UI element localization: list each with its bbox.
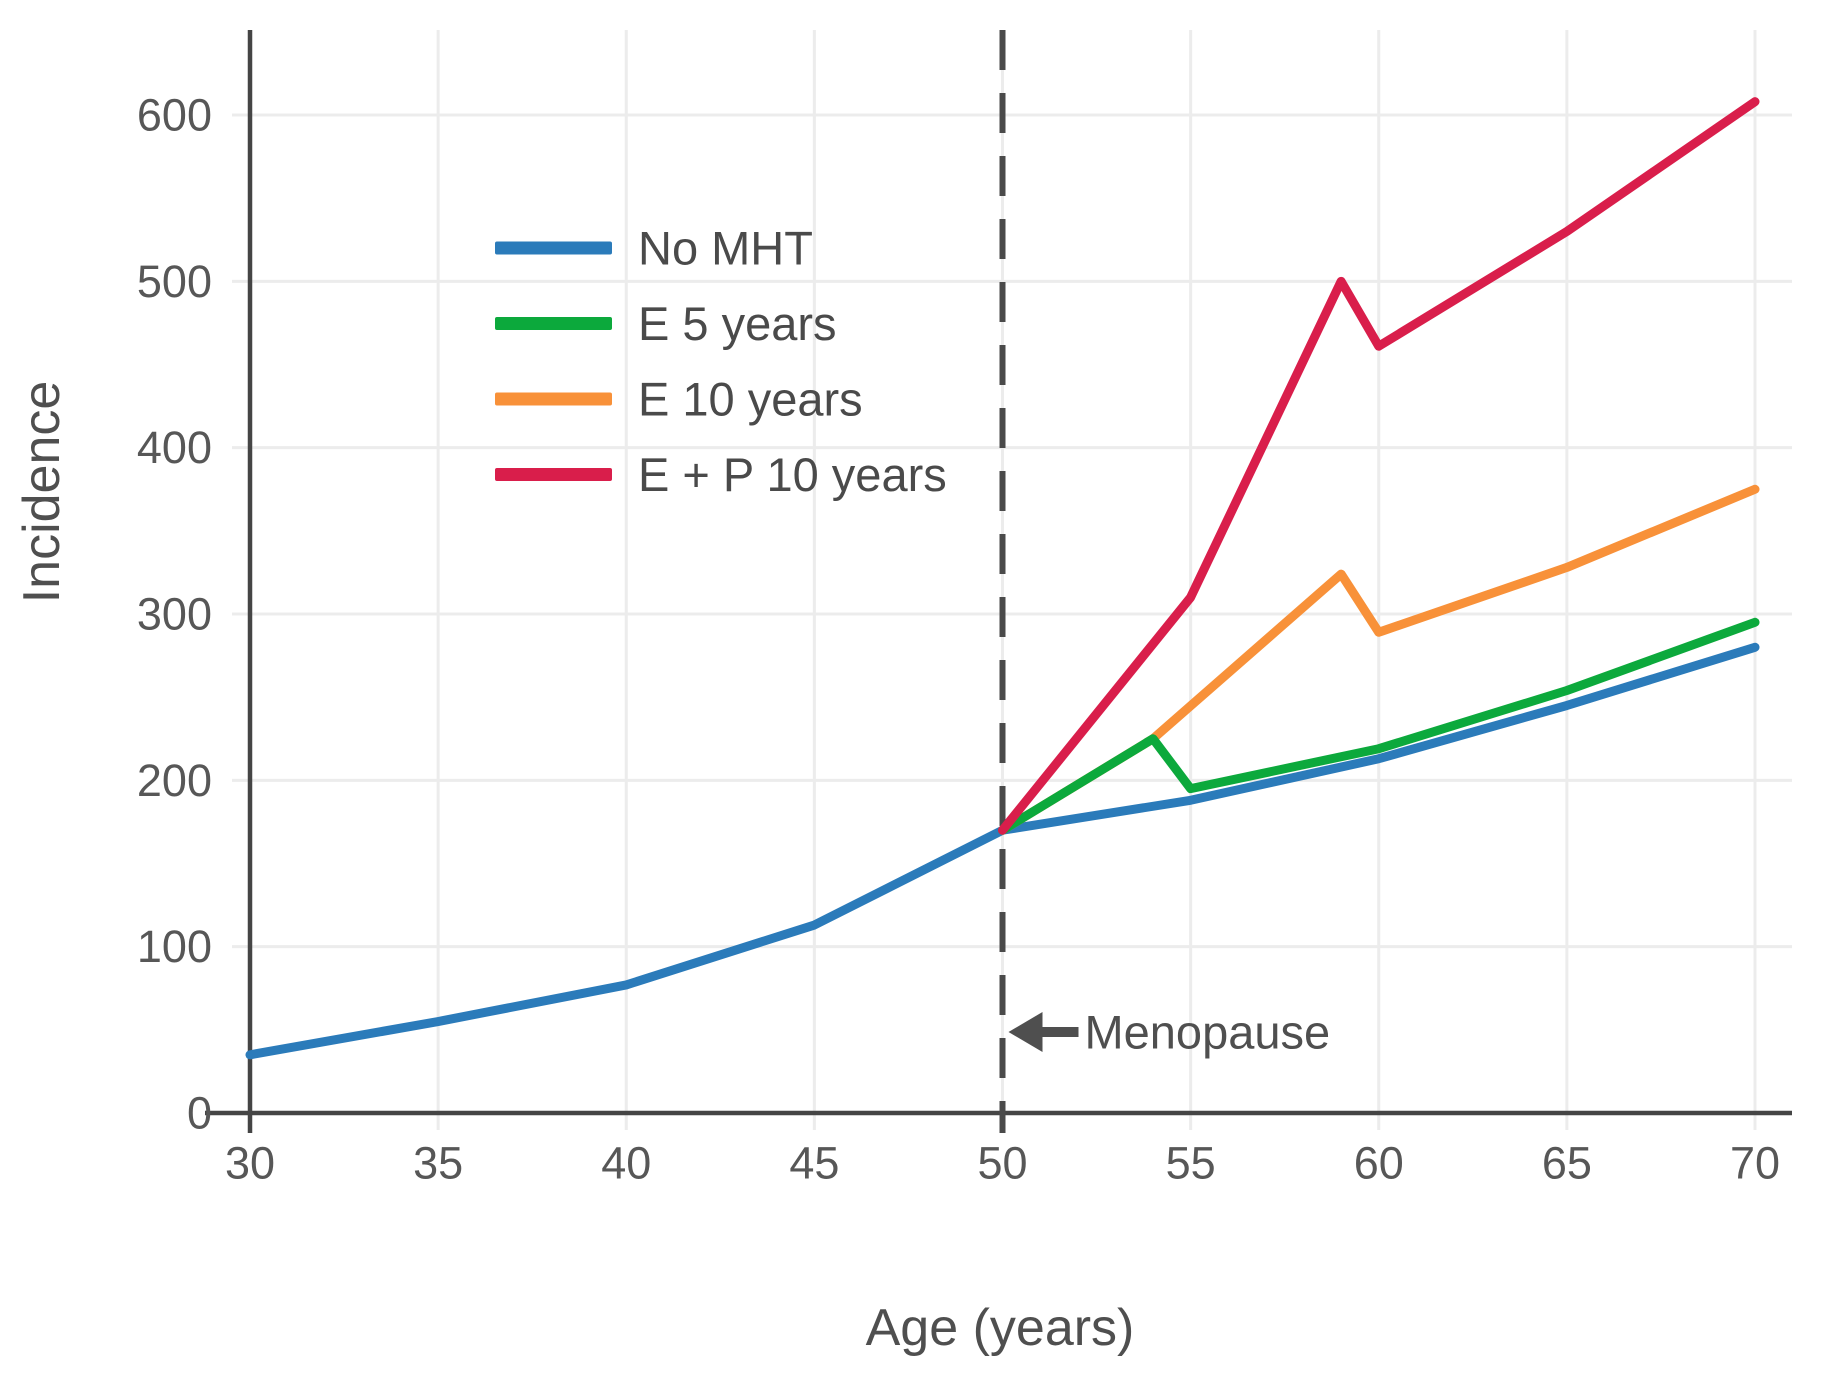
x-tick-label: 35 <box>413 1138 463 1189</box>
legend-swatch-e-p-10-years <box>495 468 612 481</box>
x-tick-label: 60 <box>1354 1138 1404 1189</box>
legend-swatch-e-10-years <box>495 392 612 406</box>
x-tick-label: 55 <box>1166 1138 1216 1189</box>
x-tick-label: 65 <box>1542 1138 1592 1189</box>
y-tick-label: 500 <box>137 256 212 307</box>
legend-label: E 10 years <box>638 373 863 426</box>
y-tick-label: 400 <box>137 422 212 473</box>
legend-label: E + P 10 years <box>638 448 947 501</box>
y-tick-label: 300 <box>137 589 212 640</box>
menopause-arrow-shaft <box>1040 1027 1079 1037</box>
y-tick-label: 0 <box>187 1088 212 1139</box>
x-tick-label: 30 <box>225 1138 275 1189</box>
legend-swatch-e-5-years <box>495 317 612 330</box>
y-tick-label: 600 <box>137 90 212 141</box>
menopause-annotation-label: Menopause <box>1085 1006 1331 1059</box>
series-line-e-5-years <box>998 617 1760 835</box>
x-tick-label: 50 <box>977 1138 1027 1189</box>
x-tick-label: 45 <box>789 1138 839 1189</box>
legend-swatch-no-mht <box>495 241 612 255</box>
series-line-e-p-10-years <box>998 97 1760 835</box>
legend-label: E 5 years <box>638 297 837 350</box>
x-tick-label: 40 <box>601 1138 651 1189</box>
x-tick-label: 70 <box>1730 1138 1780 1189</box>
legend-label: No MHT <box>638 222 813 275</box>
menopause-arrow-icon <box>1008 1012 1043 1052</box>
y-axis-title: Incidence <box>13 381 71 604</box>
y-tick-label: 100 <box>137 921 212 972</box>
x-axis-title: Age (years) <box>866 1299 1135 1357</box>
y-tick-label: 200 <box>137 755 212 806</box>
